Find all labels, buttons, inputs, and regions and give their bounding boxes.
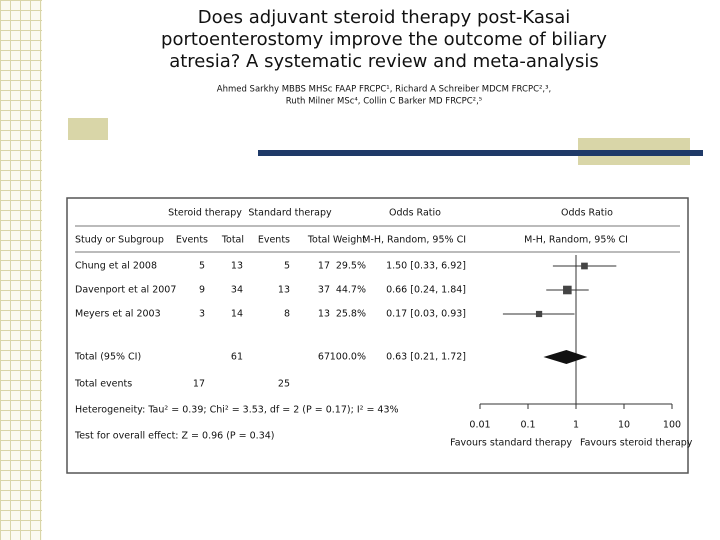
decor-rule — [258, 150, 703, 156]
title-line: atresia? A systematic review and meta-an… — [169, 51, 599, 72]
title-line: portoenterostomy improve the outcome of … — [161, 29, 607, 50]
cell: 3 — [199, 309, 205, 320]
or-square — [563, 285, 572, 295]
cell: 5 — [199, 261, 205, 272]
cell: 1.50 [0.33, 6.92] — [386, 261, 466, 272]
cell: 34 — [231, 285, 243, 296]
tick-label: 1 — [573, 420, 579, 431]
cell: 13 — [278, 285, 290, 296]
cell: 17 — [193, 379, 205, 390]
tick-label: 0.01 — [469, 420, 490, 431]
or-square — [581, 262, 588, 270]
study-name: Meyers et al 2003 — [75, 309, 161, 320]
tick-label: 0.1 — [520, 420, 535, 431]
study-name: Chung et al 2008 — [75, 261, 157, 272]
cell: 44.7% — [336, 285, 366, 296]
favours-label: Favours standard therapy — [450, 438, 572, 449]
column-header: Weight — [333, 235, 366, 246]
author-line: Ahmed Sarkhy MBBS MHSc FAAP FRCPC¹, Rich… — [217, 85, 551, 95]
cell: 25 — [278, 379, 290, 390]
cell: 13 — [318, 309, 330, 320]
cell: 0.66 [0.24, 1.84] — [386, 285, 466, 296]
group-header: Odds Ratio — [389, 208, 441, 219]
pooled-diamond — [543, 350, 588, 364]
cell: 61 — [231, 352, 243, 363]
cell: 67 — [318, 352, 330, 363]
figure-frame — [66, 197, 689, 474]
column-header: M-H, Random, 95% CI — [362, 235, 466, 246]
tick-label: 100 — [663, 420, 681, 431]
cell: 5 — [284, 261, 290, 272]
decor-block — [68, 118, 108, 140]
study-name: Total events — [74, 379, 132, 390]
study-name: Davenport et al 2007 — [75, 285, 176, 296]
decor-strip — [0, 0, 42, 540]
column-header: Events — [176, 235, 208, 246]
or-square — [535, 310, 543, 318]
cell: 9 — [199, 285, 205, 296]
tick-label: 10 — [618, 420, 630, 431]
column-header: M-H, Random, 95% CI — [524, 235, 628, 246]
cell: 25.8% — [336, 309, 366, 320]
note: Heterogeneity: Tau² = 0.39; Chi² = 3.53,… — [75, 405, 399, 416]
cell: 8 — [284, 309, 290, 320]
column-header: Study or Subgroup — [75, 235, 164, 246]
group-header: Steroid therapy — [168, 208, 242, 219]
author-line: Ruth Milner MSc⁴, Collin C Barker MD FRC… — [286, 97, 482, 107]
column-header: Events — [258, 235, 290, 246]
column-header: Total — [221, 235, 244, 246]
group-header: Odds Ratio — [561, 208, 613, 219]
cell: 0.63 [0.21, 1.72] — [386, 352, 466, 363]
cell: 37 — [318, 285, 330, 296]
note: Test for overall effect: Z = 0.96 (P = 0… — [74, 431, 275, 442]
cell: 100.0% — [330, 352, 366, 363]
cell: 17 — [318, 261, 330, 272]
group-header: Standard therapy — [248, 208, 332, 219]
cell: 14 — [231, 309, 243, 320]
title-line: Does adjuvant steroid therapy post-Kasai — [198, 7, 571, 28]
cell: 29.5% — [336, 261, 366, 272]
study-name: Total (95% CI) — [74, 352, 141, 363]
column-header: Total — [307, 235, 330, 246]
cell: 0.17 [0.03, 0.93] — [386, 309, 466, 320]
favours-label: Favours steroid therapy — [580, 438, 693, 449]
cell: 13 — [231, 261, 243, 272]
